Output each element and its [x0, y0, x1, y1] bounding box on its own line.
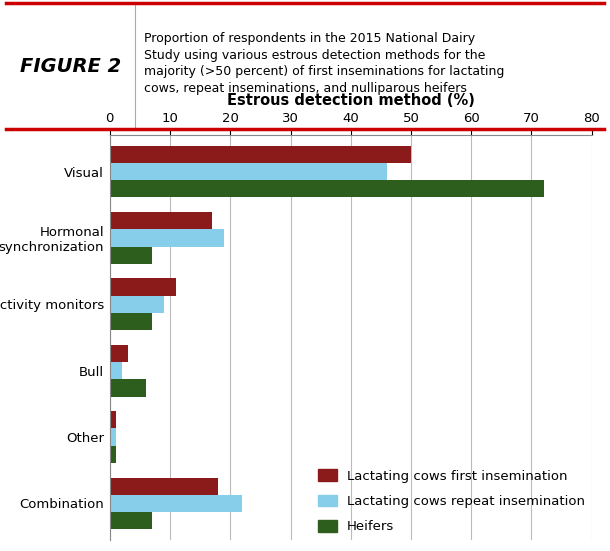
Bar — [110, 495, 242, 512]
Bar — [110, 478, 218, 495]
Bar — [110, 362, 122, 379]
Bar — [110, 145, 411, 163]
Bar — [110, 212, 212, 229]
Bar — [110, 446, 116, 463]
Bar — [110, 229, 224, 246]
Bar — [110, 345, 128, 362]
Bar — [110, 512, 152, 530]
Bar — [110, 379, 146, 397]
Text: Proportion of respondents in the 2015 National Dairy
Study using various estrous: Proportion of respondents in the 2015 Na… — [143, 33, 504, 95]
Bar — [110, 163, 387, 180]
Bar — [110, 429, 116, 446]
Bar — [110, 180, 544, 197]
Bar — [110, 313, 152, 330]
Bar — [110, 411, 116, 429]
Bar — [110, 246, 152, 264]
X-axis label: Estrous detection method (%): Estrous detection method (%) — [227, 93, 475, 107]
Text: FIGURE 2: FIGURE 2 — [20, 57, 121, 75]
Bar — [110, 278, 176, 296]
Legend: Lactating cows first insemination, Lactating cows repeat insemination, Heifers: Lactating cows first insemination, Lacta… — [318, 469, 585, 533]
Bar — [110, 296, 164, 313]
